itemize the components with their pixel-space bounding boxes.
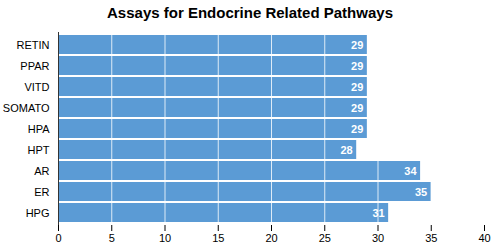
svg-text:31: 31 <box>372 207 384 219</box>
svg-text:HPA: HPA <box>28 123 50 135</box>
svg-text:AR: AR <box>34 165 49 177</box>
svg-text:20: 20 <box>265 232 277 244</box>
svg-text:SOMATO: SOMATO <box>3 102 50 114</box>
html-text:Assays for Endocrine Related P: Assays for Endocrine Related Pathways <box>107 4 393 21</box>
svg-text:29: 29 <box>351 60 363 72</box>
svg-text:HPT: HPT <box>28 144 50 156</box>
svg-text:ER: ER <box>34 186 49 198</box>
svg-text:29: 29 <box>351 81 363 93</box>
svg-text:5: 5 <box>109 232 115 244</box>
svg-text:VITD: VITD <box>24 81 49 93</box>
svg-text:34: 34 <box>404 165 417 177</box>
svg-text:35: 35 <box>425 232 437 244</box>
svg-text:35: 35 <box>415 186 427 198</box>
svg-text:40: 40 <box>478 232 490 244</box>
svg-text:25: 25 <box>319 232 331 244</box>
svg-text:30: 30 <box>372 232 384 244</box>
svg-text:10: 10 <box>159 232 171 244</box>
svg-text:PPAR: PPAR <box>20 60 49 72</box>
svg-text:29: 29 <box>351 39 363 51</box>
svg-text:29: 29 <box>351 123 363 135</box>
svg-text:HPG: HPG <box>26 207 50 219</box>
svg-text:RETIN: RETIN <box>17 39 50 51</box>
svg-text:29: 29 <box>351 102 363 114</box>
svg-text:15: 15 <box>212 232 224 244</box>
svg-text:28: 28 <box>340 144 352 156</box>
svg-text:0: 0 <box>55 232 61 244</box>
